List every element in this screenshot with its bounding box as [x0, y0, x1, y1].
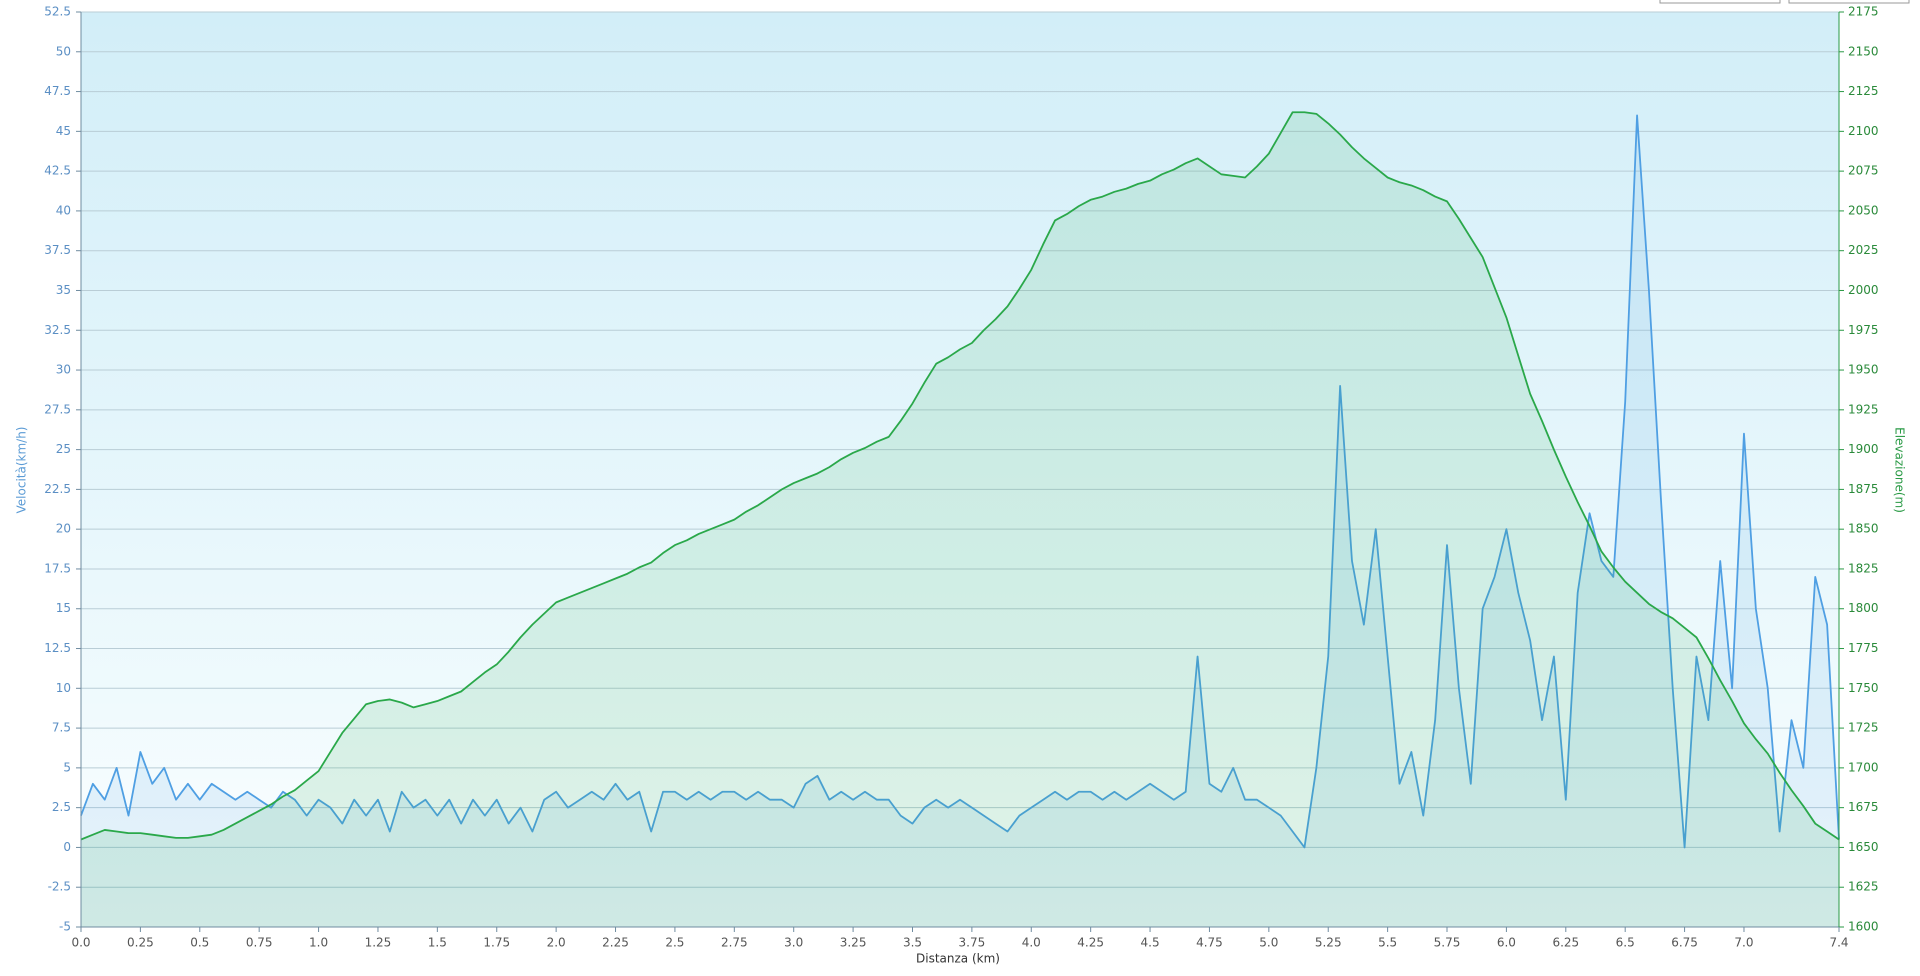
y2-tick-label: 2125	[1848, 84, 1879, 98]
y2-tick-label: 2150	[1848, 44, 1879, 58]
y2-axis-title: Elevazione(m)	[1893, 427, 1907, 513]
y-tick-label: 32.5	[44, 323, 71, 337]
x-tick-label: 7.4	[1829, 936, 1848, 950]
y2-tick-label: 2100	[1848, 124, 1879, 138]
x-tick-label: 4.0	[1022, 936, 1041, 950]
y-tick-label: 15	[56, 601, 71, 615]
y2-tick-label: 1850	[1848, 522, 1879, 536]
line	[80, 111, 1840, 841]
y-tick-label: 10	[56, 681, 71, 695]
y-axis-title: Velocità(km/h)	[15, 427, 29, 514]
y-tick-label: 35	[56, 283, 71, 297]
area	[81, 112, 1839, 927]
x-tick-label: 3.0	[784, 936, 803, 950]
y2-tick-label: 1650	[1848, 840, 1879, 854]
plot-area	[81, 12, 1839, 927]
y-tick-label: 37.5	[44, 243, 71, 257]
y-tick-label: 2.5	[52, 800, 71, 814]
y2-tick-label: 1750	[1848, 681, 1879, 695]
x-tick-label: 4.5	[1141, 936, 1160, 950]
y-tick-label: 42.5	[44, 164, 71, 178]
y-tick-label: 25	[56, 442, 71, 456]
y2-tick-label: 1800	[1848, 601, 1879, 615]
y2-tick-label: 2025	[1848, 243, 1879, 257]
x-tick-label: 3.25	[840, 936, 867, 950]
y-tick-label: 40	[56, 203, 71, 217]
y-tick-label: 12.5	[44, 641, 71, 655]
toolbar-button[interactable]	[1788, 0, 1910, 4]
y-tick-label: 20	[56, 522, 71, 536]
x-tick-label: 6.5	[1616, 936, 1635, 950]
y2-tick-label: 1600	[1848, 920, 1879, 934]
x-tick-label: 1.0	[309, 936, 328, 950]
x-tick-label: 7.0	[1734, 936, 1753, 950]
x-tick-label: 1.75	[483, 936, 510, 950]
x-tick-label: 2.75	[721, 936, 748, 950]
x-tick-label: 4.25	[1077, 936, 1104, 950]
x-axis-title: Distanza (km)	[916, 952, 1000, 966]
line	[80, 114, 1840, 849]
x-tick-label: 1.25	[365, 936, 392, 950]
x-tick-label: 5.75	[1434, 936, 1461, 950]
y-tick-label: -5	[59, 920, 71, 934]
y2-tick-label: 1825	[1848, 561, 1879, 575]
y2-tick-label: 1950	[1848, 363, 1879, 377]
y-tick-label: 30	[56, 363, 71, 377]
toolbar-button[interactable]	[1659, 0, 1781, 4]
y2-tick-label: 1725	[1848, 721, 1879, 735]
x-tick-label: 1.5	[428, 936, 447, 950]
x-tick-label: 2.5	[665, 936, 684, 950]
x-tick-label: 2.0	[547, 936, 566, 950]
y2-tick-label: 2000	[1848, 283, 1879, 297]
y2-tick-label: 1675	[1848, 800, 1879, 814]
y-tick-label: 5	[63, 760, 71, 774]
y2-tick-label: 2175	[1848, 5, 1879, 19]
y2-tick-label: 1625	[1848, 880, 1879, 894]
x-tick-label: 0.5	[190, 936, 209, 950]
x-tick-label: 5.0	[1259, 936, 1278, 950]
y-tick-label: 45	[56, 124, 71, 138]
x-tick-label: 0.0	[71, 936, 90, 950]
x-tick-label: 3.75	[959, 936, 986, 950]
x-tick-label: 6.75	[1671, 936, 1698, 950]
y2-tick-label: 1925	[1848, 402, 1879, 416]
x-tick-label: 3.5	[903, 936, 922, 950]
y-tick-label: 22.5	[44, 482, 71, 496]
y2-tick-label: 1975	[1848, 323, 1879, 337]
y2-tick-label: 1900	[1848, 442, 1879, 456]
y-tick-label: 17.5	[44, 561, 71, 575]
y-tick-label: -2.5	[48, 880, 71, 894]
y2-tick-label: 2075	[1848, 164, 1879, 178]
y-tick-label: 0	[63, 840, 71, 854]
area	[81, 115, 1839, 927]
y-tick-label: 47.5	[44, 84, 71, 98]
x-tick-label: 5.25	[1315, 936, 1342, 950]
y2-tick-label: 2050	[1848, 203, 1879, 217]
y-tick-label: 50	[56, 44, 71, 58]
y-tick-label: 27.5	[44, 402, 71, 416]
x-tick-label: 6.0	[1497, 936, 1516, 950]
y-tick-label: 7.5	[52, 721, 71, 735]
x-tick-label: 0.25	[127, 936, 154, 950]
y2-tick-label: 1875	[1848, 482, 1879, 496]
x-tick-label: 4.75	[1196, 936, 1223, 950]
y2-tick-label: 1700	[1848, 760, 1879, 774]
x-tick-label: 2.25	[602, 936, 629, 950]
x-tick-label: 6.25	[1552, 936, 1579, 950]
y-tick-label: 52.5	[44, 5, 71, 19]
x-tick-label: 0.75	[246, 936, 273, 950]
y2-tick-label: 1775	[1848, 641, 1879, 655]
x-tick-label: 5.5	[1378, 936, 1397, 950]
